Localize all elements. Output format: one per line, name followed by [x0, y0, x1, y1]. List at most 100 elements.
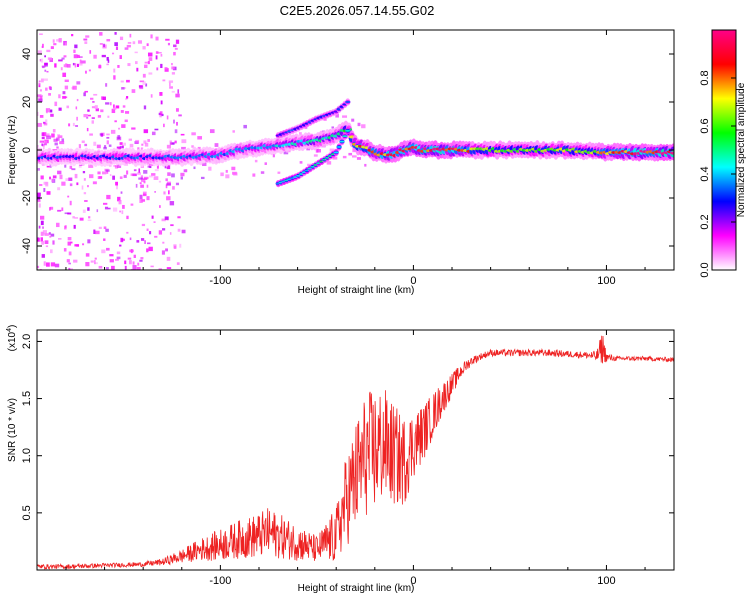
heatmap-noise-cell — [62, 95, 67, 99]
heatmap-noise-cell — [160, 113, 164, 117]
heatmap-noise-cell — [114, 120, 117, 123]
heatmap-noise-cell — [107, 115, 110, 118]
y-tick-label: 20 — [21, 96, 33, 108]
heatmap-noise-cell — [139, 198, 143, 203]
heatmap-noise-cell — [158, 180, 162, 183]
heatmap-noise-cell — [175, 39, 180, 44]
heatmap-noise-cell — [200, 176, 205, 180]
heatmap-noise-cell — [116, 256, 121, 260]
heatmap-noise-cell — [76, 81, 81, 85]
heatmap-noise-cell — [139, 182, 142, 185]
heatmap-noise-cell — [115, 46, 119, 50]
heatmap-noise-cell — [109, 174, 112, 177]
heatmap-noise-cell — [112, 52, 115, 55]
heatmap-noise-cell — [128, 260, 132, 265]
heatmap-noise-cell — [54, 263, 60, 268]
heatmap-noise-cell — [120, 80, 124, 83]
heatmap-noise-cell — [272, 154, 275, 158]
heatmap-noise-cell — [84, 90, 88, 93]
heatmap-noise-cell — [135, 183, 138, 188]
heatmap-noise-cell — [225, 174, 230, 179]
heatmap-noise-cell — [122, 204, 125, 209]
heatmap-noise-cell — [153, 176, 159, 180]
heatmap-noise-cell — [66, 64, 71, 68]
heatmap-noise-cell — [143, 140, 147, 144]
heatmap-noise-cell — [68, 262, 71, 265]
snr-y-multiplier-close: ) — [7, 325, 18, 328]
heatmap-noise-cell — [169, 82, 171, 87]
heatmap-noise-cell — [306, 147, 310, 151]
heatmap-noise-cell — [127, 63, 131, 67]
heatmap-noise-cell — [51, 133, 55, 138]
heatmap-noise-cell — [38, 82, 41, 86]
heatmap-noise-cell — [67, 212, 72, 215]
heatmap-noise-cell — [38, 80, 41, 83]
heatmap-noise-cell — [48, 232, 51, 235]
heatmap-noise-cell — [342, 155, 347, 159]
heatmap-noise-cell — [93, 141, 97, 146]
heatmap-noise-cell — [58, 107, 62, 111]
heatmap-noise-cell — [158, 230, 163, 235]
heatmap-noise-cell — [74, 44, 78, 49]
heatmap-noise-cell — [105, 169, 110, 172]
heatmap-noise-cell — [193, 166, 196, 170]
colorbar-tick-label: 0.2 — [699, 214, 711, 229]
heatmap-noise-cell — [37, 192, 41, 197]
heatmap-branch-cell — [345, 129, 351, 132]
heatmap-noise-cell — [123, 174, 127, 178]
heatmap-noise-cell — [209, 129, 215, 134]
heatmap-branch-cell — [342, 135, 348, 138]
heatmap-noise-cell — [57, 187, 61, 191]
heatmap-noise-cell — [128, 138, 132, 141]
heatmap-noise-cell — [72, 122, 75, 127]
heatmap-noise-cell — [111, 265, 115, 270]
heatmap-noise-cell — [50, 233, 55, 237]
heatmap-noise-cell — [135, 139, 140, 144]
heatmap-noise-cell — [117, 135, 121, 140]
heatmap-noise-cell — [126, 231, 129, 234]
heatmap-noise-cell — [87, 109, 90, 112]
heatmap-noise-cell — [143, 181, 146, 184]
heatmap-noise-cell — [64, 42, 67, 46]
heatmap-noise-cell — [40, 220, 44, 226]
heatmap-noise-cell — [88, 164, 94, 168]
heatmap-noise-cell — [83, 178, 86, 181]
heatmap-noise-cell — [146, 196, 150, 201]
heatmap-noise-cell — [49, 207, 51, 211]
heatmap-noise-cell — [125, 97, 128, 101]
heatmap-noise-cell — [83, 114, 88, 118]
heatmap-noise-cell — [166, 267, 172, 269]
heatmap-noise-cell — [105, 83, 108, 87]
heatmap-noise-cell — [120, 237, 124, 243]
heatmap-noise-cell — [56, 137, 60, 141]
heatmap-noise-cell — [49, 235, 52, 238]
heatmap-noise-cell — [92, 181, 97, 185]
heatmap-noise-cell — [149, 231, 152, 235]
heatmap-noise-cell — [67, 195, 70, 198]
heatmap-noise-cell — [231, 166, 236, 171]
heatmap-noise-cell — [202, 162, 207, 167]
heatmap-noise-cell — [44, 69, 47, 72]
heatmap-noise-cell — [126, 79, 130, 83]
heatmap-noise-cell — [50, 249, 53, 254]
x-tick-label: 0 — [410, 275, 416, 287]
heatmap-noise-cell — [84, 41, 88, 44]
heatmap-noise-cell — [86, 117, 89, 119]
colorbar-ticks: 0.0 0.2 0.4 0.6 0.8 — [699, 70, 736, 278]
heatmap-noise-cell — [164, 68, 169, 72]
heatmap-noise-cell — [225, 169, 228, 173]
heatmap-noise-cell — [85, 262, 90, 267]
heatmap-noise-cell — [102, 171, 107, 175]
heatmap-noise-cell — [148, 57, 153, 61]
heatmap-noise-cell — [124, 265, 127, 270]
heatmap-noise-cell — [177, 216, 181, 219]
snr-y-multiplier-base: (x10 — [7, 331, 18, 351]
heatmap-noise-cell — [50, 206, 54, 210]
heatmap-noise-cell — [139, 80, 145, 83]
spectrogram-panel: -100 0 100 -40 -20 0 20 40 Height of straight l… — [7, 29, 675, 296]
heatmap-noise-cell — [148, 72, 153, 75]
heatmap-noise-cell — [169, 232, 172, 235]
heatmap-noise-cell — [168, 80, 174, 83]
heatmap-noise-cell — [74, 173, 78, 179]
heatmap-noise-cell — [326, 161, 332, 165]
